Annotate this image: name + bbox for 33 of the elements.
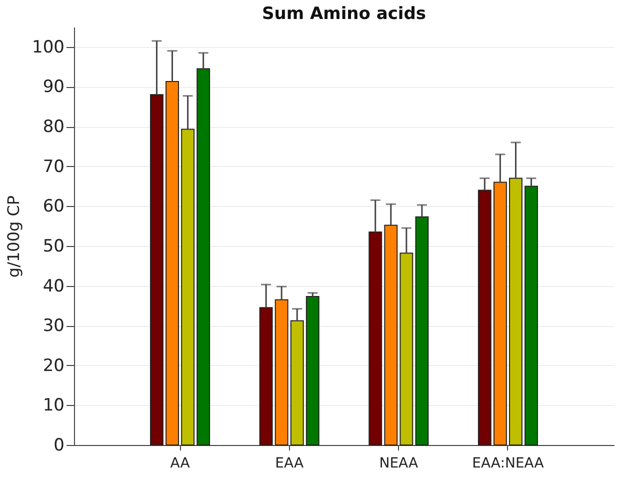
y-axis-title: g/100g CP <box>4 195 24 278</box>
x-tick-label: EAA <box>275 456 304 472</box>
x-tick-label: EAA:NEAA <box>472 456 544 472</box>
x-tick-label: AA <box>170 456 190 472</box>
bar <box>306 296 320 446</box>
bar <box>368 232 382 446</box>
bar <box>384 224 398 446</box>
bar <box>493 182 507 446</box>
bar <box>274 299 288 446</box>
y-tick-label: 70 <box>42 156 64 177</box>
y-tick-label: 30 <box>42 316 64 336</box>
bar <box>181 128 195 446</box>
bar <box>259 307 273 446</box>
y-tick-label: 40 <box>42 276 64 296</box>
bar <box>166 81 179 446</box>
bar <box>478 190 492 446</box>
y-tick-label: 0 <box>54 436 64 456</box>
bar <box>400 252 414 446</box>
bar <box>150 94 164 446</box>
bar <box>509 178 522 446</box>
y-tick-label: 10 <box>42 396 64 416</box>
y-tick-label: 20 <box>42 356 64 376</box>
bar <box>290 320 304 446</box>
y-tick-label: 80 <box>42 117 64 138</box>
y-tick-label: 90 <box>42 77 64 98</box>
y-tick-label: 100 <box>32 37 64 58</box>
y-tick-label: 50 <box>42 236 64 256</box>
bar <box>196 68 210 446</box>
bar <box>415 216 429 446</box>
chart-title: Sum Amino acids <box>262 4 426 24</box>
y-tick-label: 60 <box>42 196 64 217</box>
x-tick-label: NEAA <box>379 456 419 472</box>
bar <box>524 186 538 446</box>
